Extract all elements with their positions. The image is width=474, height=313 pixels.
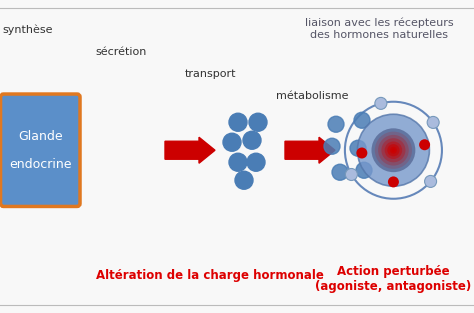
Circle shape: [385, 141, 402, 159]
Circle shape: [375, 97, 387, 109]
Circle shape: [387, 144, 400, 156]
Circle shape: [382, 138, 405, 162]
Circle shape: [243, 131, 261, 149]
Circle shape: [390, 147, 397, 154]
Circle shape: [350, 140, 366, 156]
Circle shape: [229, 113, 247, 131]
Circle shape: [235, 171, 253, 189]
Text: endocrine: endocrine: [9, 158, 72, 171]
Text: synthèse: synthèse: [2, 25, 53, 35]
Text: Altération de la charge hormonale: Altération de la charge hormonale: [96, 269, 324, 281]
Circle shape: [375, 131, 412, 169]
Circle shape: [427, 116, 439, 128]
Circle shape: [332, 164, 348, 180]
Circle shape: [229, 153, 247, 171]
Circle shape: [357, 114, 429, 186]
Circle shape: [249, 113, 267, 131]
Circle shape: [388, 177, 399, 187]
Circle shape: [354, 112, 370, 128]
Circle shape: [356, 147, 367, 158]
Circle shape: [425, 175, 437, 187]
FancyArrow shape: [165, 137, 215, 163]
Text: métabolisme: métabolisme: [276, 91, 348, 101]
Circle shape: [419, 139, 430, 150]
Circle shape: [328, 116, 344, 132]
Text: Action perturbée
(agoniste, antagoniste): Action perturbée (agoniste, antagoniste): [315, 265, 472, 293]
FancyBboxPatch shape: [0, 94, 80, 207]
Text: Glande: Glande: [18, 130, 63, 143]
Circle shape: [392, 148, 395, 152]
Circle shape: [247, 153, 265, 171]
Circle shape: [223, 133, 241, 151]
Text: sécrétion: sécrétion: [95, 47, 146, 57]
Circle shape: [378, 135, 409, 166]
Circle shape: [356, 162, 372, 178]
Circle shape: [346, 168, 357, 181]
Text: liaison avec les récepteurs
des hormones naturelles: liaison avec les récepteurs des hormones…: [305, 18, 454, 40]
Circle shape: [324, 138, 340, 154]
Circle shape: [372, 128, 415, 172]
FancyArrow shape: [285, 137, 335, 163]
Circle shape: [372, 128, 415, 172]
Text: transport: transport: [185, 69, 237, 79]
